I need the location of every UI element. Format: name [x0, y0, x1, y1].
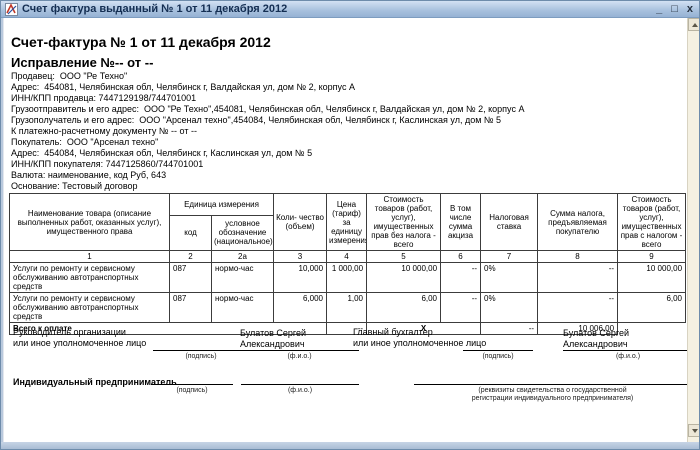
entrepreneur-certificate-caption: (реквизиты свидетельства о государственн… — [471, 387, 634, 402]
colnum-2a: 2а — [210, 250, 275, 263]
col-header-cost-no-tax: Стоимость товаров (работ, услуг), имущес… — [366, 193, 442, 251]
colnum-5: 5 — [366, 250, 442, 263]
cell-excise: -- — [440, 262, 482, 293]
cell-price: 1,00 — [326, 292, 368, 323]
entrepreneur-label: Индивидуальный предприниматель — [13, 377, 177, 387]
entrepreneur-name-line — [241, 367, 359, 385]
scroll-up-button[interactable] — [688, 18, 699, 31]
col-header-unit-symbol: условное обозначение (национальное) — [210, 214, 275, 251]
cell-name: Услуги по ремонту и сервисному обслужива… — [9, 292, 170, 323]
arrow-up-icon — [691, 22, 698, 27]
invoice-title: Счет-фактура № 1 от 11 декабря 2012 — [11, 34, 271, 50]
cell-tax-amount: -- — [537, 262, 619, 293]
colnum-3: 3 — [273, 250, 328, 263]
col-header-qty: Коли- чество (объем) — [273, 193, 328, 251]
cell-tax-rate: 0% — [480, 292, 539, 323]
minimize-button[interactable]: _ — [656, 2, 663, 15]
currency-line: Валюта: наименование, код Руб, 643 — [11, 170, 167, 180]
cell-unit: нормо-час — [210, 292, 275, 323]
seller-line: Продавец: ООО "Ре Техно" — [11, 71, 128, 81]
director-sign-caption: (подпись) — [185, 353, 217, 360]
colnum-2: 2 — [169, 250, 212, 263]
cell-excise: -- — [440, 292, 482, 323]
consignee-line: Грузополучатель и его адрес: ООО "Арсена… — [11, 115, 502, 125]
cell-price: 1 000,00 — [326, 262, 368, 293]
cell-qty: 6,000 — [273, 292, 328, 323]
director-label: Руководитель организации или иное уполно… — [13, 327, 147, 348]
seller-address-line: Адрес: 454081, Челябинская обл, Челябинс… — [11, 82, 355, 92]
scroll-down-button[interactable] — [688, 424, 699, 437]
col-header-name: Наименование товара (описание выполненны… — [9, 193, 170, 251]
cell-cost-with-tax: 6,00 — [617, 292, 687, 323]
col-header-price: Цена (тариф) за единицу измерения — [326, 193, 368, 251]
director-signature-line — [153, 328, 249, 351]
colnum-6: 6 — [440, 250, 482, 263]
colnum-4: 4 — [326, 250, 368, 263]
accountant-name: Булатов Сергей Александрович — [563, 328, 693, 351]
director-name: Булатов Сергей Александрович — [240, 328, 359, 351]
total-row: Всего к оплате -- X -- 10 006,00 — [8, 322, 686, 335]
accountant-signature-line — [463, 328, 533, 351]
col-header-unit-group: Единица измерения — [168, 193, 275, 216]
col-header-tax-amount: Сумма налога, предъявляемая покупателю — [537, 193, 619, 251]
col-header-unit-code: код — [169, 214, 212, 251]
entrepreneur-signature-line — [151, 367, 233, 385]
buyer-address-line: Адрес: 454084, Челябинская обл, Челябинс… — [11, 148, 313, 158]
colnum-9: 9 — [617, 250, 687, 263]
entrepreneur-sign-caption: (подпись) — [176, 387, 208, 394]
col-header-tax-rate: Налоговая ставка — [480, 193, 539, 251]
payment-doc-line: К платежно-расчетному документу № -- от … — [11, 126, 197, 136]
app-icon — [5, 2, 18, 16]
cell-qty: 10,000 — [273, 262, 328, 293]
cell-tax-amount: -- — [537, 292, 619, 323]
colnum-8: 8 — [537, 250, 619, 263]
column-numbers-row: 1 2 2а 3 4 5 6 7 8 9 — [9, 250, 687, 263]
buyer-inn-line: ИНН/КПП покупателя: 7447125860/744701001 — [11, 159, 204, 169]
cell-cost-with-tax: 10 000,00 — [617, 262, 687, 293]
buyer-line: Покупатель: ООО "Арсенал техно" — [11, 137, 159, 147]
invoice-correction-line: Исправление №-- от -- — [11, 55, 154, 70]
vertical-scrollbar[interactable] — [687, 18, 699, 444]
accountant-label: Главный бухгалтер или иное уполномоченно… — [353, 327, 487, 348]
colnum-1: 1 — [9, 250, 170, 263]
window-title: Счет фактура выданный № 1 от 11 декабря … — [22, 3, 288, 15]
seller-inn-line: ИНН/КПП продавца: 7447129198/744701001 — [11, 93, 197, 103]
col-header-cost-with-tax: Стоимость товаров (работ, услуг), имущес… — [617, 193, 687, 251]
table-row[interactable]: Услуги по ремонту и сервисному обслужива… — [9, 262, 687, 293]
entrepreneur-certificate-line — [414, 367, 691, 385]
col-header-excise: В том числе сумма акциза — [440, 193, 482, 251]
invoice-table: Наименование товара (описание выполненны… — [8, 193, 687, 335]
invoice-header-info: Продавец: ООО "Ре Техно" Адрес: 454081, … — [11, 71, 524, 192]
cell-code: 087 — [169, 262, 212, 293]
entrepreneur-name-caption: (ф.и.о.) — [287, 387, 313, 394]
cell-cost-no-tax: 10 000,00 — [366, 262, 442, 293]
titlebar[interactable]: Счет фактура выданный № 1 от 11 декабря … — [1, 1, 699, 18]
window-bottom-edge — [1, 442, 699, 449]
close-button[interactable]: x — [686, 2, 693, 15]
accountant-sign-caption: (подпись) — [482, 353, 514, 360]
basis-line: Основание: Тестовый договор — [11, 181, 138, 191]
accountant-name-caption: (ф.и.о.) — [615, 353, 641, 360]
total-label: Всего к оплате — [8, 322, 328, 335]
director-name-caption: (ф.и.о.) — [287, 353, 312, 360]
maximize-button[interactable]: □ — [671, 2, 678, 15]
cell-name: Услуги по ремонту и сервисному обслужива… — [9, 262, 170, 293]
cell-tax-rate: 0% — [480, 262, 539, 293]
table-row[interactable]: Услуги по ремонту и сервисному обслужива… — [9, 292, 687, 323]
shipper-line: Грузоотправитель и его адрес: ООО "Ре Те… — [11, 104, 525, 114]
cell-unit: нормо-час — [210, 262, 275, 293]
total-tax-amount: -- — [480, 322, 539, 335]
arrow-down-icon — [691, 428, 698, 433]
cell-cost-no-tax: 6,00 — [366, 292, 442, 323]
cell-code: 087 — [169, 292, 212, 323]
colnum-7: 7 — [480, 250, 539, 263]
total-cost-with-tax: 10 006,00 — [537, 322, 619, 335]
